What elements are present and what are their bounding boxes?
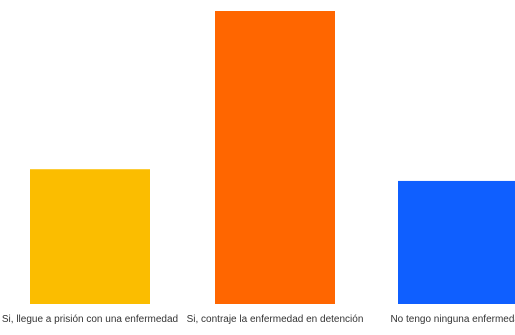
category-label-3: No tengo ninguna enfermedad — [390, 314, 515, 325]
category-label-1: Si, llegue a prisión con una enfermedad — [1, 314, 179, 325]
bar-1 — [30, 169, 150, 304]
bar-2 — [215, 11, 335, 304]
bar-3 — [398, 180, 515, 304]
category-label-2: Si, contraje la enfermedad en detención — [186, 314, 364, 325]
